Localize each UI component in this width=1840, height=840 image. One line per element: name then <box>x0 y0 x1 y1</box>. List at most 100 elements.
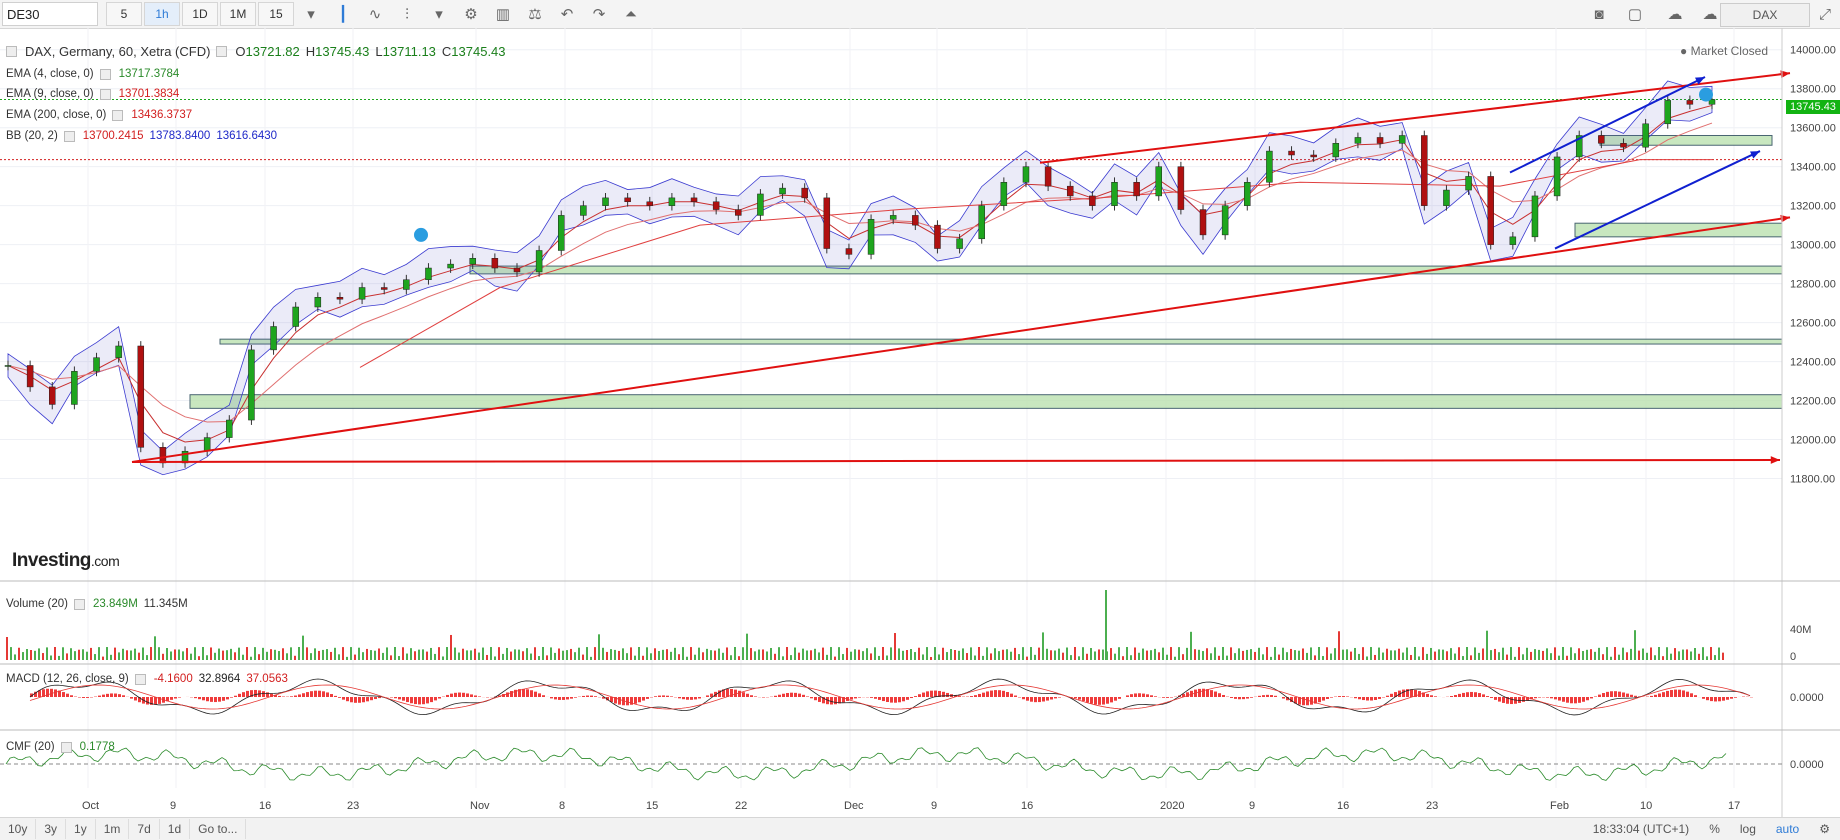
volume-bar <box>426 652 428 660</box>
indicators-icon[interactable]: ⫶ <box>392 2 422 26</box>
auto-toggle[interactable]: auto <box>1766 822 1809 836</box>
range-10y[interactable]: 10y <box>0 819 36 839</box>
candles-icon[interactable]: ┃ <box>328 2 358 26</box>
volume-bar <box>626 653 628 660</box>
macd-hist-bar <box>1538 697 1541 698</box>
volume-bar <box>158 647 160 660</box>
volume-bar <box>1270 657 1272 660</box>
macd-hist-bar <box>78 697 81 698</box>
undo-icon[interactable]: ↶ <box>552 2 582 26</box>
volume-bar <box>566 650 568 660</box>
macd-hist-bar <box>1570 697 1573 703</box>
price-chart[interactable]: 11800.0012000.0012200.0012400.0012600.00… <box>0 28 1840 817</box>
macd-hist-bar <box>1198 689 1201 697</box>
volume-bar <box>874 647 876 660</box>
volume-bar <box>918 648 920 660</box>
interval-5[interactable]: 5 <box>106 2 142 26</box>
volume-bar <box>422 649 424 660</box>
cloud-download-icon[interactable]: ☁ <box>1660 2 1690 26</box>
macd-hist-bar <box>478 696 481 697</box>
ema9-label: EMA (9, close, 0) <box>6 88 94 100</box>
logo-suffix: .com <box>91 553 119 569</box>
interval-1m[interactable]: 1M <box>220 2 256 26</box>
volume-bar <box>1566 656 1568 660</box>
volume-bar <box>130 651 132 660</box>
volume-bar <box>1542 651 1544 660</box>
settings-icon[interactable] <box>61 742 72 753</box>
market-status: ● Market Closed <box>1680 44 1768 58</box>
macd-hist-bar <box>582 696 585 697</box>
cmf-label: CMF (20) <box>6 741 55 753</box>
gear-icon[interactable]: ⚙ <box>1809 822 1840 836</box>
candle-body <box>846 249 852 255</box>
volume-bar <box>1682 650 1684 660</box>
log-toggle[interactable]: log <box>1730 822 1766 836</box>
chevron-down-icon[interactable]: ▾ <box>424 2 454 26</box>
macd-hist-bar <box>1146 694 1149 697</box>
range-7d[interactable]: 7d <box>129 819 159 839</box>
symbol-badge[interactable]: DAX <box>1720 3 1810 27</box>
percent-toggle[interactable]: % <box>1699 822 1730 836</box>
volume-bar <box>810 650 812 660</box>
chevron-down-icon[interactable]: ▾ <box>296 2 326 26</box>
settings-icon[interactable] <box>135 674 146 685</box>
volume-bar <box>1258 648 1260 660</box>
macd-hist-bar <box>1658 694 1661 697</box>
redo-icon[interactable]: ↷ <box>584 2 614 26</box>
volume-bar <box>1226 656 1228 660</box>
settings-icon[interactable] <box>74 599 85 610</box>
range-1d[interactable]: 1d <box>160 819 190 839</box>
macd-hist-bar <box>834 697 837 704</box>
volume-bar <box>1722 653 1724 660</box>
volume-bar <box>1014 648 1016 660</box>
settings-icon[interactable] <box>64 131 75 142</box>
volume-bar <box>1642 649 1644 660</box>
bar-chart-icon[interactable]: ▥ <box>488 2 518 26</box>
range-1m[interactable]: 1m <box>96 819 130 839</box>
macd-hist-bar <box>474 695 477 697</box>
volume-value-1: 23.849M <box>93 598 138 610</box>
template-icon[interactable]: ▢ <box>1620 2 1650 26</box>
range-3y[interactable]: 3y <box>36 819 66 839</box>
settings-icon[interactable] <box>112 110 123 121</box>
settings-icon[interactable] <box>100 69 111 80</box>
line-chart-icon[interactable]: ∿ <box>360 2 390 26</box>
range-1y[interactable]: 1y <box>66 819 96 839</box>
volume-bar <box>730 655 732 660</box>
macd-hist-bar <box>798 694 801 697</box>
settings-icon[interactable] <box>216 46 227 57</box>
macd-hist-bar <box>1234 697 1237 699</box>
interval-1d[interactable]: 1D <box>182 2 218 26</box>
x-tick-label: 9 <box>1249 800 1255 812</box>
volume-bar <box>314 648 316 660</box>
candle-body <box>558 215 564 250</box>
x-tick-label: Oct <box>82 800 99 812</box>
volume-bar <box>18 648 20 660</box>
volume-bar <box>1206 648 1208 660</box>
macd-hist-bar <box>886 697 889 702</box>
volume-bar <box>710 650 712 660</box>
alert-icon[interactable]: ⏶ <box>616 2 646 26</box>
fullscreen-icon[interactable]: ⤢ <box>1810 2 1840 26</box>
volume-bar <box>1418 656 1420 660</box>
volume-bar <box>382 653 384 660</box>
volume-bar <box>1582 651 1584 660</box>
camera-icon[interactable]: ◙ <box>1584 2 1614 26</box>
volume-bar <box>230 649 232 660</box>
symbol-input[interactable]: DE30 <box>2 2 98 26</box>
scale-icon[interactable]: ⚖ <box>520 2 550 26</box>
volume-bar <box>510 652 512 660</box>
volume-bar <box>274 650 276 660</box>
interval-1h[interactable]: 1h <box>144 2 180 26</box>
goto-button[interactable]: Go to... <box>190 819 246 839</box>
volume-bar <box>210 647 212 660</box>
volume-bar <box>1110 648 1112 660</box>
settings-icon[interactable] <box>100 89 111 100</box>
collapse-icon[interactable] <box>6 46 17 57</box>
settings-icon[interactable]: ⚙ <box>456 2 486 26</box>
macd-hist-bar <box>70 695 73 697</box>
candle-body <box>912 215 918 225</box>
volume-bar <box>826 655 828 660</box>
interval-15[interactable]: 15 <box>258 2 294 26</box>
volume-bar <box>30 650 32 660</box>
